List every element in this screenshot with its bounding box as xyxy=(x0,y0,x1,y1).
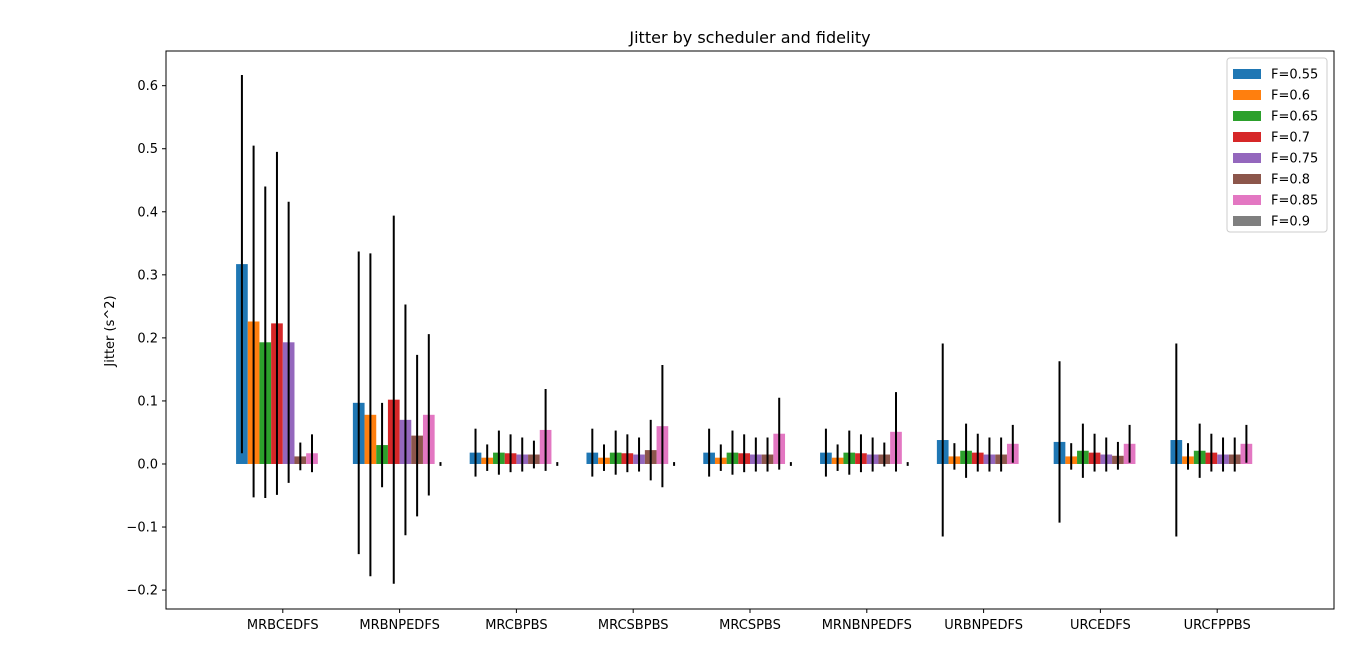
x-tick-label: URCEDFS xyxy=(1070,618,1131,633)
y-tick-label: 0.2 xyxy=(137,331,158,346)
legend-swatch xyxy=(1233,174,1261,184)
legend-label: F=0.65 xyxy=(1271,110,1318,125)
plot-area xyxy=(236,74,1253,584)
x-tick-label: MRNBNPEDFS xyxy=(822,618,912,633)
legend-swatch xyxy=(1233,90,1261,100)
legend-frame xyxy=(1226,57,1328,233)
y-axis-label: Jitter (s^2) xyxy=(103,295,118,367)
legend-swatch xyxy=(1233,153,1261,163)
legend-label: F=0.85 xyxy=(1271,194,1318,209)
chart-title: Jitter by scheduler and fidelity xyxy=(628,28,870,47)
legend-swatch xyxy=(1233,216,1261,226)
y-tick-label: 0.5 xyxy=(137,142,158,157)
legend-swatch xyxy=(1233,69,1261,79)
x-tick-label: URBNPEDFS xyxy=(944,618,1023,633)
y-tick-label: 0.0 xyxy=(137,457,158,472)
y-tick-label: −0.2 xyxy=(126,584,158,599)
x-tick-label: MRBCEDFS xyxy=(247,618,319,633)
x-tick-label: MRCSPBS xyxy=(719,618,781,633)
y-axis: −0.2 −0.1 0.0 0.1 0.2 0.3 0.4 0.5 0.6 xyxy=(126,79,166,599)
x-tick-label: MRBNPEDFS xyxy=(359,618,439,633)
legend-swatch xyxy=(1233,132,1261,142)
y-tick-label: 0.3 xyxy=(137,268,158,283)
legend-label: F=0.9 xyxy=(1271,215,1310,230)
x-tick-label: MRCBPBS xyxy=(485,618,547,633)
legend-label: F=0.8 xyxy=(1271,173,1310,188)
legend-swatch xyxy=(1233,195,1261,205)
legend-swatch xyxy=(1233,111,1261,121)
x-axis: MRBCEDFS MRBNPEDFS MRCBPBS MRCSBPBS MRCSPBS M… xyxy=(247,609,1251,633)
x-tick-label: MRCSBPBS xyxy=(598,618,669,633)
legend-label: F=0.75 xyxy=(1271,152,1318,167)
legend-label: F=0.7 xyxy=(1271,131,1310,146)
y-tick-label: −0.1 xyxy=(126,521,158,536)
plot-frame xyxy=(165,50,1335,610)
legend: F=0.55 F=0.6 F=0.65 F=0.7 F=0.75 F=0.8 F=0.85 F… xyxy=(1226,57,1328,233)
y-tick-label: 0.1 xyxy=(137,394,158,409)
y-tick-label: 0.4 xyxy=(137,205,158,220)
legend-label: F=0.55 xyxy=(1271,68,1318,83)
y-tick-label: 0.6 xyxy=(137,79,158,94)
x-tick-label: URCFPPBS xyxy=(1184,618,1251,633)
legend-label: F=0.6 xyxy=(1271,89,1310,104)
